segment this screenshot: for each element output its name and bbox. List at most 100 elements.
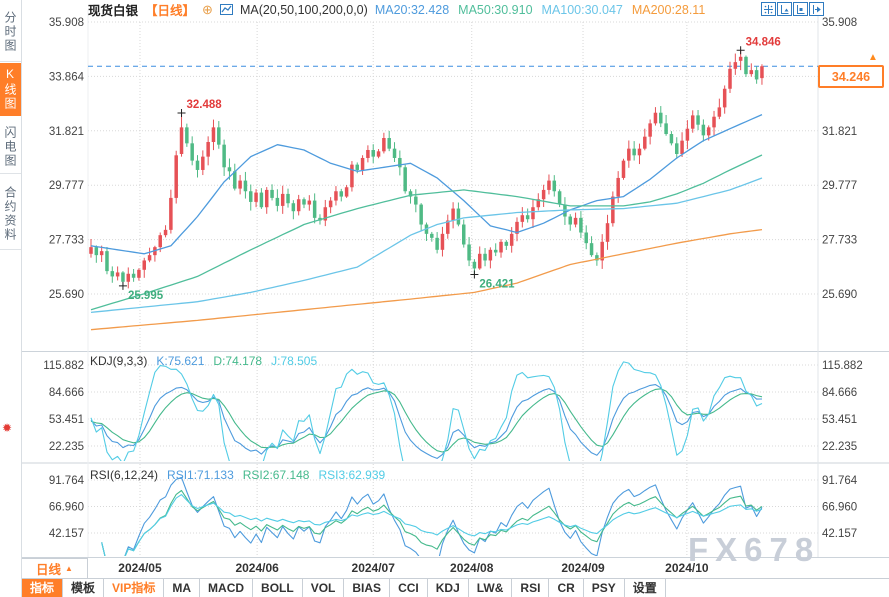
kdj-params-label: KDJ(9,3,3) bbox=[90, 354, 148, 368]
pan-right-icon[interactable] bbox=[809, 2, 824, 16]
svg-text:33.864: 33.864 bbox=[49, 71, 85, 83]
x-axis-month-label: 2024/07 bbox=[352, 561, 396, 575]
period-tag: 【日线】 bbox=[145, 4, 196, 18]
rsi-value-2: RSI3:62.939 bbox=[318, 468, 386, 482]
chart-toolbar-icons bbox=[761, 2, 824, 16]
rsi-header: RSI(6,12,24) RSI1:71.133 RSI2:67.148 RSI3:… bbox=[90, 468, 385, 482]
toolbar-item-RSI[interactable]: RSI bbox=[512, 579, 550, 597]
svg-text:22.235: 22.235 bbox=[49, 441, 84, 453]
ma-value-2: MA100:30.047 bbox=[541, 2, 623, 17]
x-scale-icon[interactable] bbox=[793, 2, 808, 16]
toolbar-item-设置[interactable]: 设置 bbox=[625, 579, 666, 597]
x-axis-month-label: 2024/05 bbox=[118, 561, 162, 575]
svg-text:66.960: 66.960 bbox=[49, 501, 84, 513]
ma-value-0: MA20:32.428 bbox=[374, 2, 450, 17]
toolbar-item-PSY[interactable]: PSY bbox=[584, 579, 625, 597]
svg-text:91.764: 91.764 bbox=[822, 475, 858, 487]
kdj-value-1: D:74.178 bbox=[213, 354, 263, 368]
svg-text:84.666: 84.666 bbox=[49, 387, 84, 399]
ma200-line bbox=[90, 228, 763, 331]
toolbar-item-VIP指标[interactable]: VIP指标 bbox=[104, 579, 165, 597]
sidebar-item-0[interactable]: 分时图 bbox=[0, 3, 21, 62]
svg-text:26.421: 26.421 bbox=[479, 279, 515, 291]
last-price-label: 34.246 bbox=[818, 65, 884, 88]
rsi-value-1: RSI2:67.148 bbox=[242, 468, 310, 482]
ma100-line bbox=[90, 177, 763, 314]
svg-text:29.777: 29.777 bbox=[822, 180, 857, 192]
svg-text:53.451: 53.451 bbox=[822, 414, 857, 426]
symbol-name: 现货白银 bbox=[88, 4, 139, 18]
sidebar-item-1[interactable]: K线图 bbox=[0, 63, 21, 116]
rsi2-line bbox=[101, 489, 763, 556]
svg-text:35.908: 35.908 bbox=[822, 17, 857, 29]
price-up-arrow: ▲ bbox=[868, 52, 878, 63]
svg-text:27.733: 27.733 bbox=[822, 235, 857, 247]
ma-params-label: MA(20,50,100,200,0,0) bbox=[239, 2, 368, 17]
toolbar-item-BOLL[interactable]: BOLL bbox=[253, 579, 303, 597]
toolbar-item-CR[interactable]: CR bbox=[549, 579, 584, 597]
kdj-value-2: J:78.505 bbox=[271, 354, 318, 368]
watermark: FX678 bbox=[688, 531, 821, 568]
svg-text:66.960: 66.960 bbox=[822, 501, 857, 513]
alert-icon[interactable]: ✹ bbox=[2, 421, 13, 435]
kdj-value-0: K:75.621 bbox=[156, 354, 205, 368]
toolbar-item-CCI[interactable]: CCI bbox=[390, 579, 428, 597]
rsi1-line bbox=[101, 476, 763, 556]
toolbar-item-模板[interactable]: 模板 bbox=[63, 579, 105, 597]
ma-value-3: MA200:28.11 bbox=[631, 2, 706, 17]
period-selector[interactable]: 日线 ▲ bbox=[22, 558, 88, 579]
svg-text:53.451: 53.451 bbox=[49, 414, 84, 426]
bottom-toolbar: 指标 模板 VIP指标 MA MACD BOLL VOL BIAS CCI KDJ LW& RSI CR… bbox=[22, 578, 889, 597]
toolbar-item-BIAS[interactable]: BIAS bbox=[344, 579, 391, 597]
svg-text:25.690: 25.690 bbox=[822, 289, 857, 301]
kdj-header: KDJ(9,3,3) K:75.621 D:74.178 J:78.505 bbox=[90, 354, 317, 368]
svg-text:32.488: 32.488 bbox=[187, 99, 223, 111]
kdj-j-line bbox=[90, 361, 763, 461]
ma50-line bbox=[90, 154, 763, 311]
toolbar-item-指标[interactable]: 指标 bbox=[22, 579, 64, 597]
kdj-d-line bbox=[90, 388, 763, 453]
x-axis-month-label: 2024/06 bbox=[235, 561, 279, 575]
toolbar-item-VOL[interactable]: VOL bbox=[303, 579, 345, 597]
svg-text:91.764: 91.764 bbox=[49, 475, 85, 487]
svg-text:29.777: 29.777 bbox=[49, 180, 84, 192]
x-axis-month-label: 2024/09 bbox=[561, 561, 605, 575]
svg-text:115.882: 115.882 bbox=[43, 360, 84, 372]
add-compare-icon[interactable]: ⊕ bbox=[202, 2, 213, 17]
ma-value-1: MA50:30.910 bbox=[458, 2, 533, 17]
axis-labels: 35.90835.90833.86433.86431.82131.82129.7… bbox=[43, 17, 862, 575]
svg-text:25.690: 25.690 bbox=[49, 289, 84, 301]
crosshair-icon[interactable] bbox=[761, 2, 776, 16]
svg-text:84.666: 84.666 bbox=[822, 387, 857, 399]
rsi3-line bbox=[101, 494, 763, 556]
period-dropdown-arrow-icon: ▲ bbox=[65, 564, 73, 573]
svg-text:31.821: 31.821 bbox=[49, 126, 84, 138]
x-axis-month-label: 2024/08 bbox=[450, 561, 494, 575]
svg-text:42.157: 42.157 bbox=[822, 528, 857, 540]
svg-text:22.235: 22.235 bbox=[822, 441, 857, 453]
svg-text:27.733: 27.733 bbox=[49, 235, 84, 247]
svg-text:115.882: 115.882 bbox=[822, 360, 863, 372]
svg-text:35.908: 35.908 bbox=[49, 17, 84, 29]
indicator-settings-icon[interactable] bbox=[219, 4, 233, 15]
sidebar-item-3[interactable]: 合约资料 bbox=[0, 179, 21, 250]
x-axis-month-label: 2024/10 bbox=[665, 561, 709, 575]
sidebar-item-2[interactable]: 闪电图 bbox=[0, 121, 21, 174]
toolbar-item-MACD[interactable]: MACD bbox=[200, 579, 254, 597]
svg-text:42.157: 42.157 bbox=[49, 528, 84, 540]
svg-text:25.995: 25.995 bbox=[128, 290, 164, 302]
sidebar: 分时图 K线图闪电图合约资料 ✹ bbox=[0, 0, 22, 597]
rsi-params-label: RSI(6,12,24) bbox=[90, 468, 159, 482]
rsi-value-0: RSI1:71.133 bbox=[167, 468, 234, 482]
price-annotations: 25.995 32.488 26.421 34.846 bbox=[118, 36, 781, 302]
toolbar-item-LW&[interactable]: LW& bbox=[469, 579, 513, 597]
y-scale-icon[interactable] bbox=[777, 2, 792, 16]
ma20-line bbox=[90, 114, 763, 255]
toolbar-item-MA[interactable]: MA bbox=[164, 579, 201, 597]
svg-text:34.846: 34.846 bbox=[746, 36, 781, 48]
kdj-k-line bbox=[90, 384, 763, 459]
chart-header: 现货白银 【日线】 ⊕ MA(20,50,100,200,0,0) MA20:3… bbox=[88, 2, 706, 19]
toolbar-item-KDJ[interactable]: KDJ bbox=[428, 579, 469, 597]
